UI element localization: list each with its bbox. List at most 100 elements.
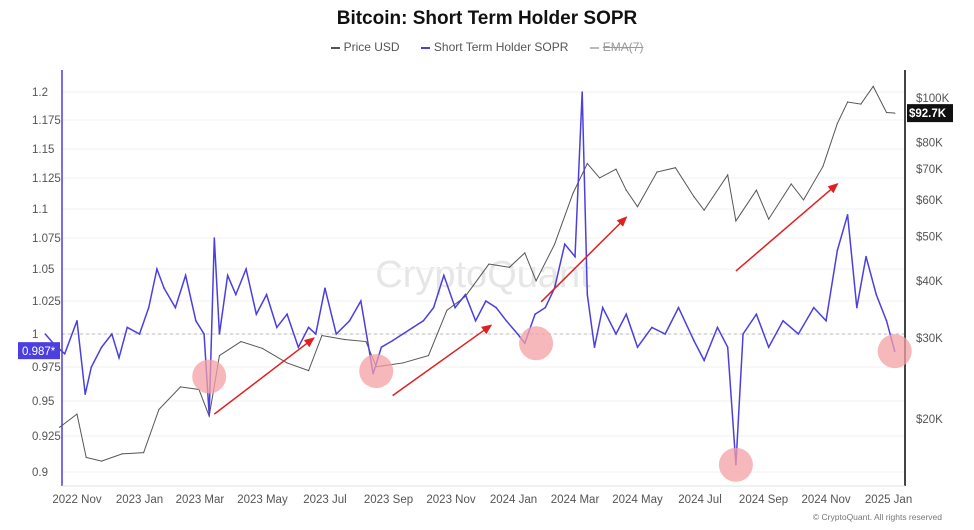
sopr-point	[203, 333, 205, 335]
price-point	[321, 334, 323, 337]
y-right-tick-label: $20K	[916, 414, 943, 426]
price-point	[636, 206, 639, 208]
current-price-label: $92.7K	[909, 108, 947, 120]
price-point	[553, 243, 556, 246]
x-tick-label: 2025 Jan	[865, 494, 912, 506]
sopr-point	[581, 91, 583, 93]
sopr-point	[297, 346, 300, 349]
sopr-point	[693, 339, 695, 342]
x-tick-label: 2023 Sep	[364, 494, 413, 506]
trend-arrow	[540, 216, 628, 303]
legend-item-price[interactable]: Price USD	[330, 40, 400, 54]
y-left-tick-label: 0.925	[32, 431, 61, 443]
current-sopr-badge	[18, 342, 60, 360]
price-point	[508, 266, 511, 268]
sopr-point	[601, 306, 604, 309]
sopr-point	[335, 333, 338, 335]
price-point	[85, 456, 87, 459]
sopr-point	[314, 333, 317, 335]
sopr-point	[474, 320, 477, 322]
sopr-point	[464, 293, 467, 296]
legend-item-sopr[interactable]: Short Term Holder SOPR	[420, 40, 568, 54]
sopr-point	[782, 320, 784, 322]
y-right-tick-label: $40K	[916, 276, 943, 288]
price-point	[822, 165, 824, 167]
sopr-point	[111, 333, 113, 335]
current-price-badge	[907, 104, 953, 123]
sopr-point	[90, 366, 93, 368]
price-point	[836, 122, 838, 125]
highlight-circle	[192, 359, 227, 394]
y-left-tick-label: 1.075	[32, 233, 61, 245]
price-point	[524, 252, 526, 254]
x-tick-label: 2024 Mar	[551, 494, 600, 506]
price-point	[674, 167, 677, 169]
sopr-point	[574, 255, 576, 258]
sopr-point	[324, 287, 326, 290]
price-point	[446, 309, 448, 311]
y-right-tick-label: $50K	[916, 231, 943, 243]
sopr-point	[846, 214, 849, 216]
y-left-tick-label: 1.175	[32, 115, 61, 127]
sopr-point	[422, 320, 425, 322]
sopr-point	[443, 274, 445, 277]
price-point	[625, 189, 627, 191]
price-point	[703, 209, 705, 211]
sopr-point	[276, 326, 278, 329]
sopr-point	[534, 313, 536, 316]
x-tick-label: 2024 Nov	[801, 494, 850, 506]
sopr-point	[875, 293, 878, 296]
x-tick-label: 2023 Nov	[426, 494, 475, 506]
sopr-point	[213, 237, 216, 239]
price-point	[464, 295, 466, 297]
sopr-point	[218, 333, 221, 335]
sopr-point	[677, 306, 680, 309]
watermark: CryptoQuant	[375, 254, 591, 296]
price-point	[768, 218, 770, 220]
price-point	[100, 460, 103, 462]
y-right-tick-label: $60K	[916, 195, 943, 207]
sopr-point	[485, 300, 487, 302]
x-tick-label: 2024 May	[612, 494, 663, 506]
x-tick-label: 2024 Jul	[678, 494, 721, 506]
legend-label: EMA(7)	[602, 40, 644, 54]
price-point	[208, 415, 210, 417]
price-point	[872, 85, 874, 87]
sopr-point	[100, 346, 103, 349]
sopr-point	[412, 326, 414, 329]
sopr-point	[716, 326, 719, 329]
sopr-point	[856, 306, 858, 309]
sopr-point	[76, 320, 78, 322]
sopr-point	[544, 306, 547, 309]
copyright: © CryptoQuant. All rights reserved	[812, 512, 942, 522]
y-right-tick-label: $80K	[916, 138, 943, 150]
price-point	[860, 103, 862, 105]
sopr-point	[615, 333, 617, 335]
price-point	[894, 112, 896, 114]
sopr-point	[156, 268, 158, 270]
trend-arrow	[392, 324, 493, 397]
sopr-point	[797, 333, 800, 335]
sopr-point	[286, 313, 288, 316]
price-point	[121, 453, 123, 455]
sopr-point	[174, 306, 177, 309]
price-point	[727, 174, 729, 176]
x-tick-label: 2024 Jan	[490, 494, 537, 506]
highlight-circle	[718, 447, 753, 482]
y-left-tick-label: 0.9	[32, 467, 48, 479]
highlight-circle	[877, 334, 912, 369]
sopr-point	[593, 346, 596, 349]
sopr-point	[84, 393, 86, 396]
y-right-tick-label: $100K	[916, 93, 950, 105]
highlight-circle	[519, 326, 554, 361]
price-point	[693, 196, 695, 198]
y-left-tick-label: 0.95	[32, 396, 54, 408]
current-sopr-label: 0.987*	[22, 346, 56, 358]
y-left-tick-label: 1.2	[32, 87, 48, 99]
price-point	[535, 280, 537, 282]
sopr-point	[516, 333, 519, 335]
trend-arrow	[735, 182, 839, 272]
sopr-point	[348, 320, 351, 322]
legend-item-ema[interactable]: EMA(7)	[589, 40, 644, 54]
